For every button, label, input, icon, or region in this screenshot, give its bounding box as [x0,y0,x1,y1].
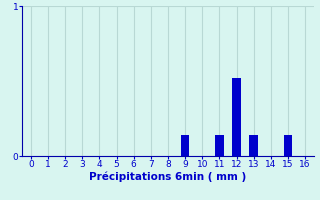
Bar [181,135,189,156]
Bar [215,135,224,156]
Bar [284,135,292,156]
Bar [249,135,258,156]
X-axis label: Précipitations 6min ( mm ): Précipitations 6min ( mm ) [89,172,247,182]
Bar [232,78,241,156]
